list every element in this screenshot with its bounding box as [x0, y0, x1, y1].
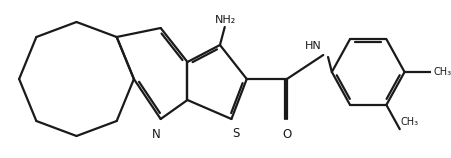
Text: NH₂: NH₂ — [215, 15, 236, 25]
Text: CH₃: CH₃ — [401, 117, 419, 127]
Text: O: O — [282, 128, 291, 141]
Text: S: S — [233, 127, 240, 140]
Text: N: N — [152, 128, 160, 141]
Text: HN: HN — [304, 41, 322, 51]
Text: CH₃: CH₃ — [433, 67, 451, 77]
